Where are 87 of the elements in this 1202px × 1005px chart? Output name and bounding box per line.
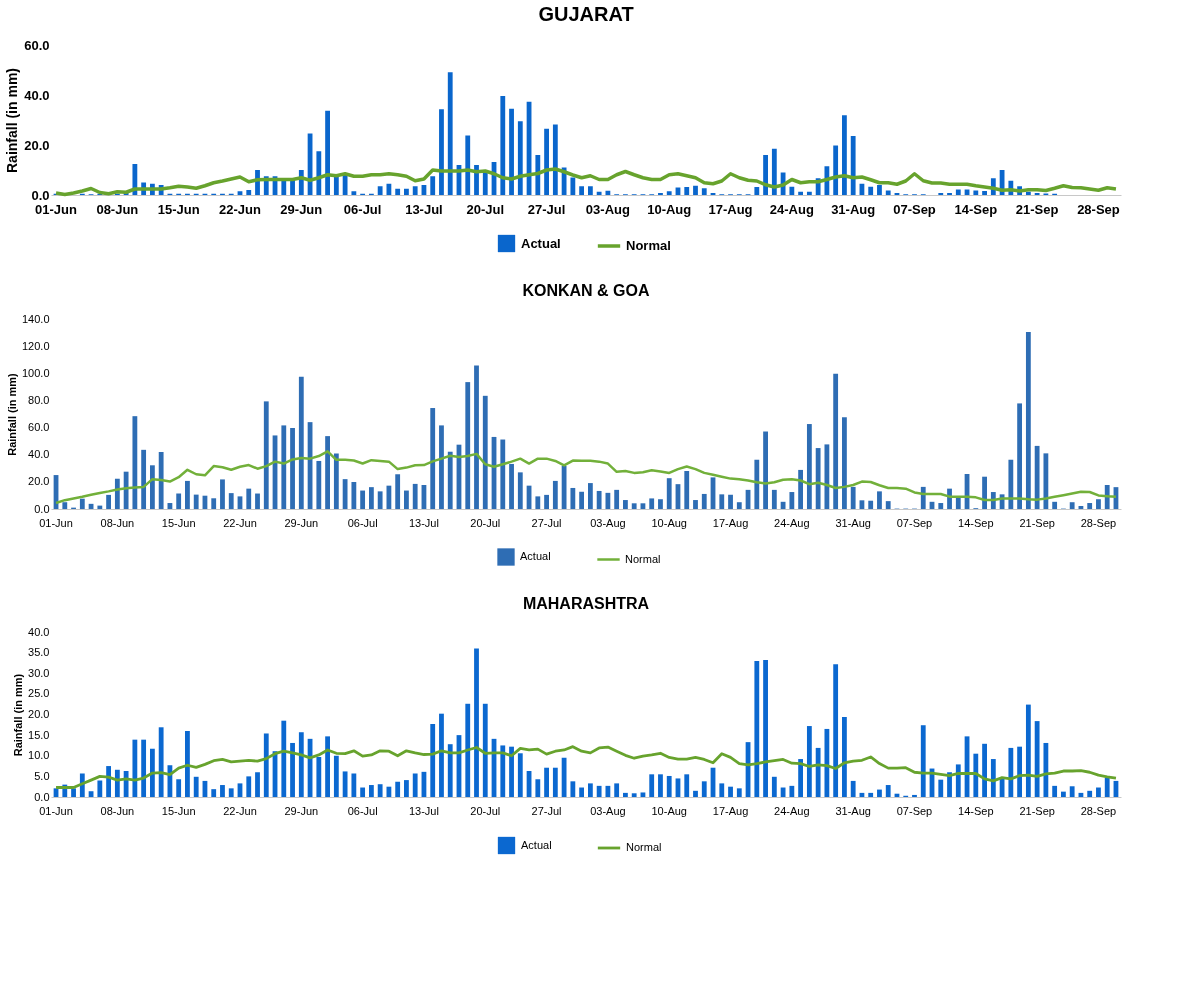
x-tick-label: 08-Jun xyxy=(100,516,135,529)
x-tick-label: 27-Jul xyxy=(527,201,566,217)
x-tick-label: 01-Jun xyxy=(35,201,78,217)
x-tick-label: 10-Aug xyxy=(647,201,692,217)
x-tick-label: 22-Jun xyxy=(219,201,261,217)
x-tick-label: 21-Sep xyxy=(1019,516,1055,529)
x-tick-label: 13-Jul xyxy=(408,804,439,817)
x-tick-label: 06-Jul xyxy=(347,804,378,817)
x-tick-label: 29-Jun xyxy=(284,804,319,817)
x-tick-label: 15-Jun xyxy=(161,516,196,529)
legend-label: Normal xyxy=(626,238,671,253)
chart-title: MAHARASHTRA xyxy=(522,595,650,612)
y-axis-title: Rainfall (in mm) xyxy=(5,372,18,456)
x-tick-label: 10-Aug xyxy=(651,516,687,529)
y-tick-label: 60.0 xyxy=(24,37,50,53)
legend-label: Actual xyxy=(520,550,551,562)
x-tick-label: 24-Aug xyxy=(774,516,810,529)
x-tick-label: 20-Jul xyxy=(466,201,505,217)
x-tick-label: 01-Jun xyxy=(39,804,73,817)
x-tick-label: 17-Aug xyxy=(712,804,749,817)
x-tick-label: 07-Sep xyxy=(896,804,933,817)
x-tick-label: 21-Sep xyxy=(1015,201,1059,217)
legend-label: Normal xyxy=(625,552,661,565)
x-tick-label: 17-Aug xyxy=(712,516,749,529)
x-tick-label: 29-Jun xyxy=(284,516,319,529)
x-tick-label: 14-Sep xyxy=(954,201,998,217)
x-tick-label: 27-Jul xyxy=(531,516,562,529)
x-tick-label: 22-Jun xyxy=(223,516,257,529)
x-tick-label: 24-Aug xyxy=(774,804,810,817)
y-tick-label: 25.0 xyxy=(28,687,50,700)
x-tick-label: 07-Sep xyxy=(896,516,933,529)
y-axis-title: Rainfall (in mm) xyxy=(12,673,25,757)
x-tick-label: 15-Jun xyxy=(157,201,200,217)
x-tick-label: 06-Jul xyxy=(343,201,382,217)
x-tick-label: 08-Jun xyxy=(96,201,139,217)
x-tick-label: 17-Aug xyxy=(708,201,753,217)
x-tick-label: 03-Aug xyxy=(585,201,630,217)
y-tick-label: 40.0 xyxy=(28,448,50,461)
y-tick-label: 40.0 xyxy=(28,625,50,638)
x-tick-label: 31-Aug xyxy=(835,804,871,817)
y-axis-title: Rainfall (in mm) xyxy=(4,67,21,174)
x-tick-label: 08-Jun xyxy=(100,804,135,817)
chart-title: GUJARAT xyxy=(538,3,634,25)
y-tick-label: 35.0 xyxy=(28,646,50,659)
x-tick-label: 28-Sep xyxy=(1080,516,1117,529)
legend-label: Actual xyxy=(521,838,552,851)
legend-label: Actual xyxy=(521,235,561,251)
x-tick-label: 15-Jun xyxy=(161,804,196,817)
x-tick-label: 14-Sep xyxy=(958,516,994,529)
y-tick-label: 0.0 xyxy=(34,502,50,515)
x-tick-label: 31-Aug xyxy=(835,516,871,529)
x-tick-label: 01-Jun xyxy=(39,516,73,529)
x-tick-label: 07-Sep xyxy=(893,201,936,217)
x-tick-label: 10-Aug xyxy=(651,804,687,817)
x-tick-label: 13-Jul xyxy=(408,516,439,529)
y-tick-label: 0.0 xyxy=(34,790,50,803)
x-tick-label: 03-Aug xyxy=(590,804,626,817)
y-tick-label: 20.0 xyxy=(28,475,50,488)
y-tick-label: 20.0 xyxy=(28,708,50,720)
chart-title: KONKAN & GOA xyxy=(522,282,650,299)
y-tick-label: 100.0 xyxy=(21,366,50,379)
y-tick-label: 15.0 xyxy=(28,728,50,741)
x-tick-label: 28-Sep xyxy=(1077,201,1120,217)
y-tick-label: 0.0 xyxy=(31,187,50,203)
x-tick-label: 21-Sep xyxy=(1019,804,1055,817)
y-tick-label: 5.0 xyxy=(34,769,50,782)
x-tick-label: 31-Aug xyxy=(831,201,876,217)
x-tick-label: 14-Sep xyxy=(958,804,994,817)
y-tick-label: 30.0 xyxy=(28,666,50,679)
x-tick-label: 13-Jul xyxy=(405,201,443,217)
y-tick-label: 140.0 xyxy=(21,312,50,325)
y-tick-label: 40.0 xyxy=(24,87,50,103)
y-tick-label: 80.0 xyxy=(28,393,50,406)
x-tick-label: 20-Jul xyxy=(470,516,501,529)
x-tick-label: 06-Jul xyxy=(347,516,378,529)
x-tick-label: 28-Sep xyxy=(1080,804,1117,817)
x-tick-label: 03-Aug xyxy=(590,516,626,529)
y-tick-label: 120.0 xyxy=(21,339,50,352)
legend-label: Normal xyxy=(626,841,662,853)
y-tick-label: 60.0 xyxy=(28,421,50,434)
x-tick-label: 27-Jul xyxy=(531,804,562,817)
x-tick-label: 24-Aug xyxy=(769,201,814,217)
y-tick-label: 10.0 xyxy=(28,749,50,762)
x-tick-label: 22-Jun xyxy=(223,804,257,817)
x-tick-label: 29-Jun xyxy=(280,201,323,217)
x-tick-label: 20-Jul xyxy=(470,804,501,817)
y-tick-label: 20.0 xyxy=(24,137,50,153)
